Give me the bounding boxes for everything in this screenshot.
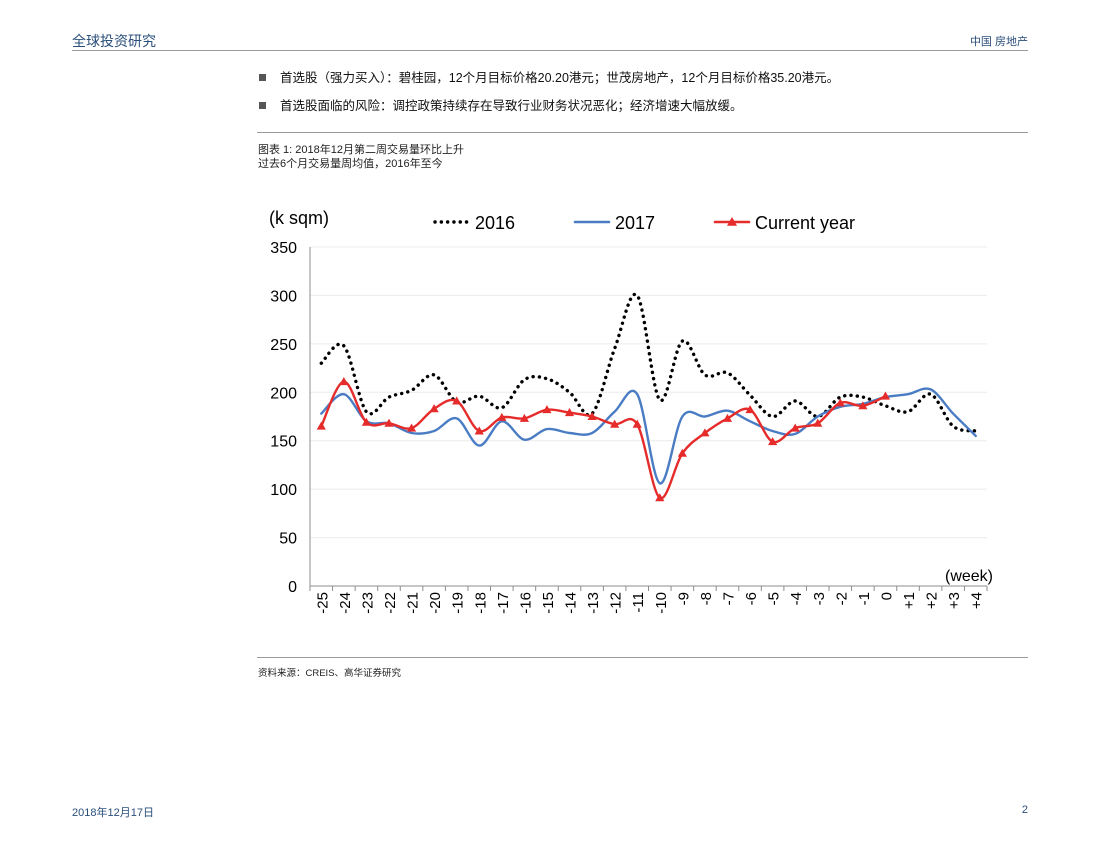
- legend-item: 2016: [433, 213, 515, 233]
- x-tick-label: -2: [833, 592, 850, 605]
- data-point-marker: [790, 423, 800, 432]
- x-tick-label: -17: [495, 592, 512, 614]
- x-tick-label: -18: [472, 592, 489, 614]
- data-point-marker: [745, 405, 755, 414]
- legend-item: 2017: [573, 213, 655, 233]
- source-note: 资料来源：CREIS、高华证券研究: [258, 668, 402, 679]
- y-tick-label: 200: [270, 385, 297, 402]
- bullet-square-icon: [259, 102, 266, 109]
- series-line: [319, 292, 978, 433]
- x-tick-label: -25: [314, 592, 331, 614]
- data-point-marker: [564, 408, 575, 417]
- header-brand: 全球投资研究: [72, 33, 156, 49]
- series-line: [320, 387, 977, 485]
- x-tick-label: -7: [720, 592, 737, 605]
- x-tick-label: +4: [969, 592, 986, 609]
- bullet-text: 首选股面临的风险：调控政策持续存在导致行业财务状况恶化；经济增速大幅放缓。: [280, 99, 743, 113]
- x-tick-label: -9: [675, 592, 692, 605]
- x-tick-label: -24: [337, 592, 354, 614]
- y-axis-label: (k sqm): [269, 208, 329, 228]
- bullet-item: 首选股面临的风险：调控政策持续存在导致行业财务状况恶化；经济增速大幅放缓。: [257, 98, 1037, 114]
- x-tick-label: -15: [540, 592, 557, 614]
- series-current-year: [316, 377, 891, 502]
- x-tick-label: -13: [585, 592, 602, 614]
- x-tick-label: -4: [788, 592, 805, 605]
- data-point-marker: [858, 401, 868, 410]
- y-tick-label: 250: [270, 337, 297, 354]
- x-tick-label: -21: [405, 592, 422, 614]
- data-point-marker: [519, 413, 529, 422]
- figure-subtitle: 过去6个月交易量周均值，2016年至今: [258, 158, 443, 170]
- data-point-marker: [835, 398, 845, 407]
- data-point-marker: [542, 405, 552, 414]
- legend-label: 2016: [475, 213, 515, 233]
- x-tick-label: 0: [878, 592, 895, 600]
- x-tick-label: -14: [563, 592, 580, 614]
- section-divider: [257, 132, 1028, 133]
- x-tick-label: -11: [630, 592, 647, 613]
- x-tick-label: -3: [811, 592, 828, 605]
- data-point-marker: [406, 423, 417, 432]
- data-point-marker: [429, 404, 439, 413]
- data-point-marker: [813, 418, 823, 427]
- data-point-marker: [587, 411, 597, 420]
- data-point-marker: [497, 412, 507, 421]
- y-tick-label: 50: [279, 531, 297, 548]
- source-divider: [257, 657, 1028, 658]
- x-tick-label: -5: [766, 592, 783, 605]
- x-tick-label: -23: [359, 592, 376, 614]
- data-point-marker: [700, 428, 710, 437]
- data-point-marker: [610, 419, 620, 428]
- legend-item: Current year: [713, 213, 855, 233]
- x-tick-label: -8: [698, 592, 715, 605]
- x-tick-label: -16: [517, 592, 534, 614]
- data-point-marker: [361, 417, 372, 426]
- x-tick-label: -22: [382, 592, 399, 614]
- x-tick-label: -10: [653, 592, 670, 614]
- data-point-marker: [632, 419, 642, 428]
- figure-title: 图表 1: 2018年12月第二周交易量环比上升: [258, 144, 464, 156]
- data-point-marker: [655, 493, 665, 502]
- footer-date: 2018年12月17日: [72, 807, 154, 819]
- x-tick-label: -19: [450, 592, 467, 614]
- data-point-marker: [339, 377, 349, 386]
- data-point-marker: [768, 437, 778, 446]
- y-tick-label: 0: [288, 579, 297, 596]
- data-point-marker: [677, 448, 687, 457]
- x-tick-label: +1: [901, 592, 918, 609]
- x-tick-label: +3: [946, 592, 963, 609]
- series-2017: [320, 387, 977, 485]
- series-line: [320, 380, 887, 500]
- data-point-marker: [474, 426, 484, 435]
- y-tick-label: 350: [270, 240, 297, 257]
- data-point-marker: [880, 391, 891, 400]
- y-tick-label: 300: [270, 288, 297, 305]
- bullet-item: 首选股（强力买入）：碧桂园，12个月目标价格20.20港元；世茂房地产，12个月…: [257, 70, 1037, 86]
- x-tick-label: -1: [856, 592, 873, 605]
- x-axis-label: (week): [945, 568, 993, 585]
- x-tick-label: -6: [743, 592, 760, 605]
- header-sector: 中国 房地产: [969, 36, 1028, 48]
- x-tick-label: +2: [924, 592, 941, 609]
- y-tick-label: 100: [270, 482, 297, 499]
- bullet-square-icon: [259, 74, 266, 81]
- data-point-marker: [722, 413, 733, 422]
- data-point-marker: [452, 396, 462, 405]
- bullet-text: 首选股（强力买入）：碧桂园，12个月目标价格20.20港元；世茂房地产，12个月…: [280, 71, 840, 85]
- data-point-marker: [316, 421, 326, 430]
- x-tick-label: -12: [608, 592, 625, 614]
- y-tick-label: 150: [270, 434, 297, 451]
- bullet-list: 首选股（强力买入）：碧桂园，12个月目标价格20.20港元；世茂房地产，12个月…: [257, 70, 1037, 126]
- series-2016: [319, 292, 978, 433]
- data-point-marker: [384, 418, 394, 427]
- legend-label: 2017: [615, 213, 655, 233]
- legend-marker: [727, 217, 737, 226]
- legend-label: Current year: [755, 213, 855, 233]
- header-divider: [72, 50, 1028, 51]
- x-tick-label: -20: [427, 592, 444, 614]
- footer-page-number: 2: [1021, 804, 1028, 816]
